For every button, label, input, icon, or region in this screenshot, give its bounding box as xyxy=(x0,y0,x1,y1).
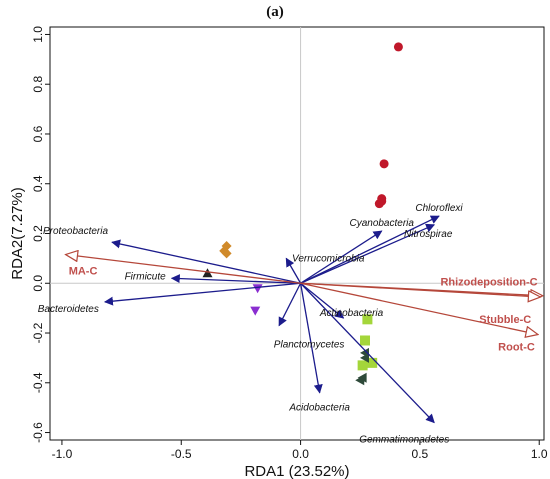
env-label-ma-c: MA-C xyxy=(69,266,98,278)
vector-labels: Proteobacteria Firmicute Bacteroidetes Verr… xyxy=(38,203,538,446)
species-label-firmicute: Firmicute xyxy=(125,271,167,282)
sample-point-triangle-left xyxy=(360,352,370,363)
sample-point-triangle-up xyxy=(202,268,213,278)
species-arrow-bacteroidetes xyxy=(103,282,301,306)
species-label-nitrospirae: Nitrospirae xyxy=(404,229,453,240)
species-arrow-verrucomicrobia xyxy=(285,257,302,284)
env-arrow-stubble-c xyxy=(300,282,540,297)
sample-point-square xyxy=(357,360,368,371)
sample-point-square xyxy=(362,314,373,325)
species-label-chloroflexi: Chloroflexi xyxy=(415,203,463,214)
panel-label: (a) xyxy=(266,4,284,20)
sample-point-square xyxy=(360,335,371,346)
x-tick-label: 0.0 xyxy=(292,447,309,461)
sample-point-triangle-down xyxy=(250,306,261,316)
sample-point-circle xyxy=(379,159,389,169)
species-label-gemmatimonadetes: Gemmatimonadetes xyxy=(359,435,449,446)
x-axis-title: RDA1 (23.52%) xyxy=(244,463,349,479)
species-label-acidobacteria: Acidobacteria xyxy=(288,403,350,414)
species-arrow-planctomycetes xyxy=(278,282,302,327)
x-tick-label: 0.5 xyxy=(412,447,429,461)
env-arrow-ma-c xyxy=(67,255,301,284)
env-label-root-c: Root-C xyxy=(498,341,535,353)
species-arrow-firmicute xyxy=(170,274,301,284)
y-tick-label: 0.2 xyxy=(31,225,45,242)
sample-point-triangle-down xyxy=(252,284,263,294)
species-arrow-nitrospirae xyxy=(300,223,436,284)
species-arrow-acidobacteria xyxy=(299,283,323,394)
axis-ticks: -1.0 -0.5 0.0 0.5 1.0 -0.6 -0.4 -0.2 0.0 0.2 0.4 0.… xyxy=(31,26,548,461)
x-tick-label: -0.5 xyxy=(171,447,192,461)
species-label-verrucomicrobia: Verrucomicrobia xyxy=(292,253,365,264)
sample-point-circle xyxy=(374,199,384,209)
sample-point-circle xyxy=(393,42,403,52)
species-arrow-gemmatimonadetes xyxy=(300,282,435,424)
y-tick-label: 0.6 xyxy=(31,125,45,142)
y-axis-title: RDA2(7.27%) xyxy=(9,187,26,280)
plot-border xyxy=(49,26,545,441)
zero-lines xyxy=(50,27,544,440)
species-arrow-proteobacteria xyxy=(111,239,301,284)
x-tick-label: 1.0 xyxy=(531,447,548,461)
sample-point-diamond xyxy=(221,248,232,259)
species-arrow-actinobacteria xyxy=(300,282,345,319)
y-tick-label: -0.4 xyxy=(31,372,45,393)
env-label-stubble-c: Stubble-C xyxy=(479,314,531,326)
y-tick-label: 0.0 xyxy=(31,275,45,292)
species-label-planctomycetes: Planctomycetes xyxy=(274,340,345,351)
sample-points xyxy=(202,42,403,386)
species-label-actinobacteria: Actinobacteria xyxy=(319,308,384,319)
species-arrow-cyanobacteria xyxy=(300,230,383,284)
y-tick-label: 0.4 xyxy=(31,175,45,192)
plot-frame xyxy=(49,26,545,441)
species-label-proteobacteria: Proteobacteria xyxy=(43,226,108,237)
y-tick-label: -0.6 xyxy=(31,422,45,443)
sample-point-triangle-left xyxy=(355,375,365,386)
species-label-cyanobacteria: Cyanobacteria xyxy=(349,218,414,229)
env-label-rhizodeposition-c: Rhizodeposition-C xyxy=(440,277,537,289)
species-label-bacteroidetes: Bacteroidetes xyxy=(38,304,99,315)
y-tick-label: 1.0 xyxy=(31,26,45,43)
vectors xyxy=(67,215,542,424)
y-tick-label: 0.8 xyxy=(31,76,45,93)
x-tick-label: -1.0 xyxy=(52,447,73,461)
y-tick-label: -0.2 xyxy=(31,322,45,343)
env-arrow-root-c xyxy=(300,282,537,334)
species-arrow-chloroflexi xyxy=(300,215,440,284)
